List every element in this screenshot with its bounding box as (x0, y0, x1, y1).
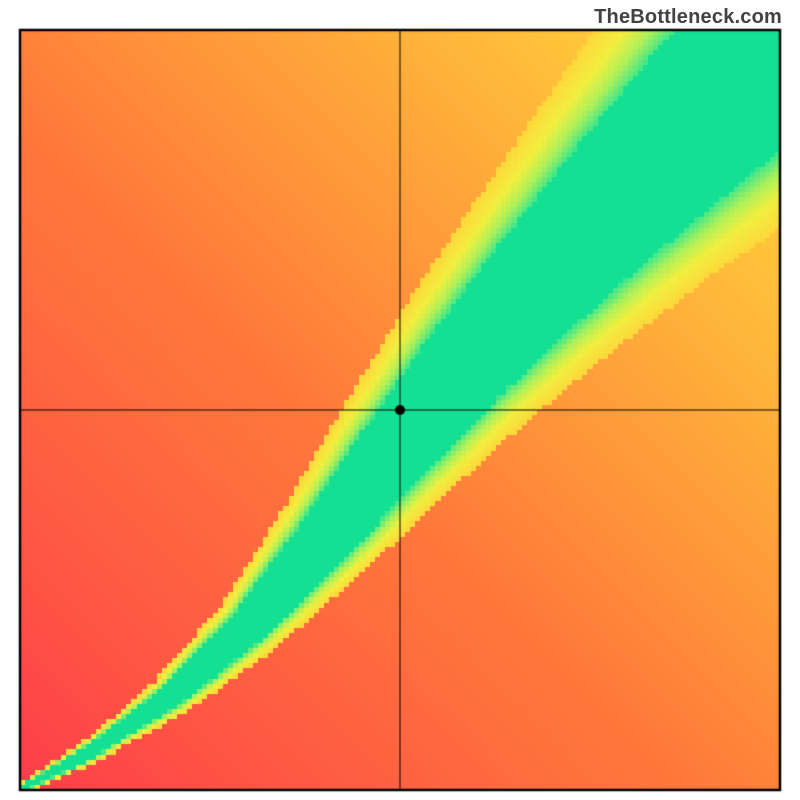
watermark-text: TheBottleneck.com (594, 6, 782, 29)
chart-container: TheBottleneck.com (0, 0, 800, 800)
heatmap-canvas (0, 0, 800, 800)
